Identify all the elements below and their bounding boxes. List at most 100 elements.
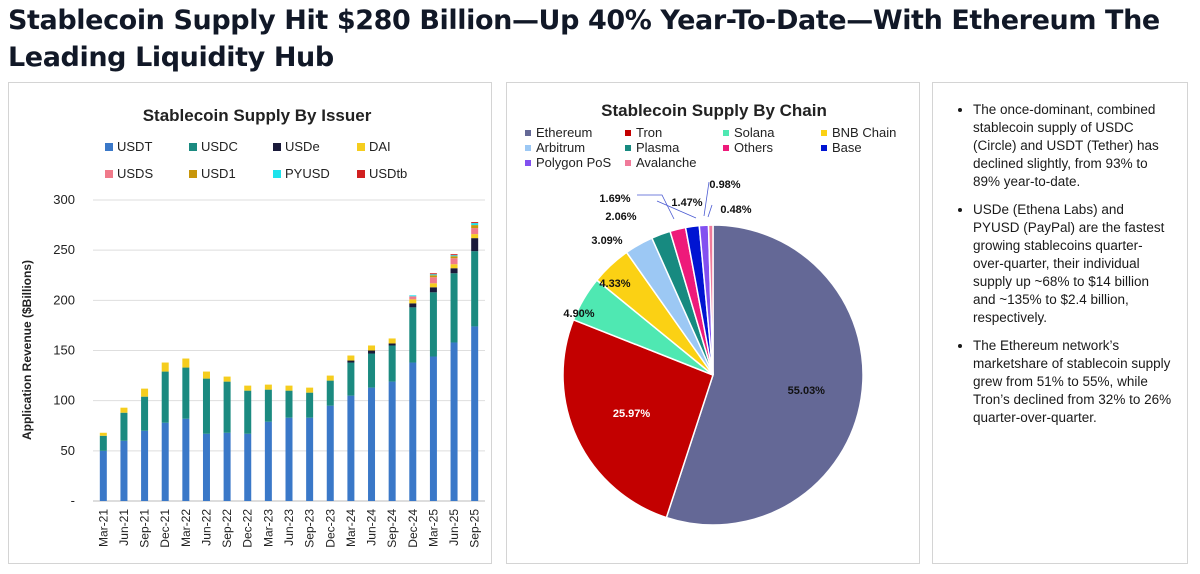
legend-swatch xyxy=(525,145,531,151)
slice-label: 4.90% xyxy=(563,308,594,320)
legend-label: Plasma xyxy=(636,140,680,155)
x-tick-label: Jun-25 xyxy=(447,509,461,546)
legend-swatch xyxy=(189,143,197,151)
legend-label: USDtb xyxy=(369,166,407,181)
legend-label: Avalanche xyxy=(636,155,696,170)
bar-segment-usde xyxy=(450,268,458,274)
bar-segment-usds xyxy=(429,277,437,284)
bar-segment-usdt xyxy=(202,433,210,501)
bar-segment-usdt xyxy=(429,356,437,501)
slice-label: 4.33% xyxy=(599,278,630,290)
legend-label: Others xyxy=(734,140,774,155)
y-tick-label: - xyxy=(71,493,75,508)
bar-segment-dai xyxy=(409,299,417,304)
legend-label: Tron xyxy=(636,125,662,140)
slice-label: 55.03% xyxy=(788,385,826,397)
x-tick-label: Jun-23 xyxy=(282,509,296,546)
issuer-chart-panel: Stablecoin Supply By Issuer USDT USDC USDe D… xyxy=(8,82,492,564)
leader-line xyxy=(703,181,710,217)
bar-segment-usd1 xyxy=(450,256,458,259)
legend-label: USDe xyxy=(285,139,320,154)
bar-segment-usdt xyxy=(409,362,417,501)
bar-segment-dai xyxy=(141,388,149,397)
x-tick-label: Sep-23 xyxy=(303,509,317,548)
legend-label: Polygon PoS xyxy=(536,155,611,170)
bar-segment-usdc xyxy=(306,392,314,418)
bar-segment-usds xyxy=(471,228,479,235)
legend-label: USDS xyxy=(117,166,153,181)
bar-segment-usdtb xyxy=(429,273,437,275)
bar-segment-usdt xyxy=(120,440,128,501)
pie-slice-ethereum xyxy=(665,224,864,526)
bar-segment-usdt xyxy=(471,326,479,501)
y-tick-label: 250 xyxy=(53,242,75,257)
x-tick-label: Dec-21 xyxy=(158,509,172,548)
bar-segment-usdc xyxy=(182,367,190,419)
bar-segment-usds xyxy=(409,296,417,300)
bar-segment-usdt xyxy=(244,433,252,501)
bar-segment-pyusd xyxy=(450,255,458,257)
legend-swatch xyxy=(357,143,365,151)
slice-label: 3.09% xyxy=(591,235,622,247)
legend-label: DAI xyxy=(369,139,391,154)
bar-segment-dai xyxy=(306,387,314,393)
legend-label: USDC xyxy=(201,139,238,154)
legend-swatch xyxy=(821,130,827,136)
bar-segment-usdt xyxy=(285,417,293,501)
bar-segment-usdc xyxy=(285,390,293,418)
bar-segment-dai xyxy=(202,371,210,379)
x-tick-label: Sep-25 xyxy=(468,509,482,548)
x-tick-label: Jun-22 xyxy=(199,509,213,546)
slice-label: 0.98% xyxy=(709,179,740,191)
y-tick-label: 100 xyxy=(53,393,75,408)
x-tick-label: Sep-22 xyxy=(220,509,234,548)
chain-chart-panel: Stablecoin Supply By Chain Ethereum Tron So… xyxy=(506,82,920,564)
bar-segment-usdt xyxy=(182,418,190,501)
legend-swatch xyxy=(189,170,197,178)
bar-segment-dai xyxy=(285,385,293,391)
legend-label: USD1 xyxy=(201,166,236,181)
legend-label: Ethereum xyxy=(536,125,592,140)
bar-segment-usdc xyxy=(368,353,376,388)
slice-label: 1.69% xyxy=(599,193,630,205)
bar-segment-usde xyxy=(471,238,479,252)
bar-segment-pyusd xyxy=(409,295,417,297)
bar-segment-pyusd xyxy=(429,274,437,276)
legend-swatch xyxy=(273,170,281,178)
bar-segment-usde xyxy=(347,360,355,363)
bar-segment-usdt xyxy=(450,342,458,501)
legend-swatch xyxy=(525,160,531,166)
legend-label: PYUSD xyxy=(285,166,330,181)
note-item: USDe (Ethena Labs) and PYUSD (PayPal) ar… xyxy=(973,201,1173,327)
legend-swatch xyxy=(723,130,729,136)
bar-segment-usdt xyxy=(306,417,314,501)
bar-segment-pyusd xyxy=(471,223,479,226)
bar-segment-usdtb xyxy=(450,254,458,256)
bar-segment-usdc xyxy=(409,307,417,363)
x-tick-label: Mar-24 xyxy=(344,509,358,547)
bar-segment-dai xyxy=(120,407,128,413)
bar-segment-dai xyxy=(244,385,252,391)
bar-segment-dai xyxy=(347,355,355,361)
leader-line xyxy=(637,194,675,220)
bar-segment-usdt xyxy=(141,430,149,501)
chart-title: Stablecoin Supply By Issuer xyxy=(143,106,372,125)
legend-swatch xyxy=(105,170,113,178)
slice-label: 25.97% xyxy=(613,408,651,420)
x-tick-label: Jun-24 xyxy=(365,509,379,546)
bar-segment-usdt xyxy=(347,395,355,501)
bar-segment-dai xyxy=(326,375,334,381)
y-axis-label: Application Revenue ($Billions) xyxy=(20,260,34,440)
legend-swatch xyxy=(273,143,281,151)
legend-swatch xyxy=(625,130,631,136)
chart-title: Stablecoin Supply By Chain xyxy=(601,101,827,120)
legend-label: Arbitrum xyxy=(536,140,585,155)
bar-segment-usdc xyxy=(244,390,252,434)
bar-segment-usdt xyxy=(264,421,272,501)
legend-swatch xyxy=(821,145,827,151)
legend-swatch xyxy=(625,145,631,151)
bar-segment-usdc xyxy=(471,251,479,327)
legend-label: USDT xyxy=(117,139,152,154)
bar-segment-usdc xyxy=(326,380,334,406)
bar-segment-usds xyxy=(450,258,458,265)
